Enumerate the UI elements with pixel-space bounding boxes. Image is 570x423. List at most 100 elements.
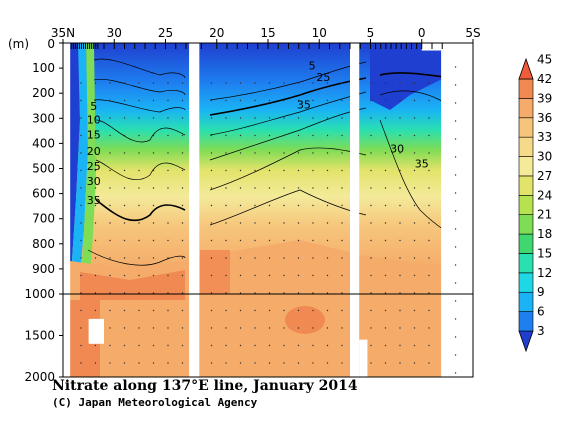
colorbar-high-arrow <box>518 57 534 80</box>
sample-dot <box>94 362 97 364</box>
sample-dot <box>384 117 387 119</box>
sample-dot <box>181 99 184 102</box>
front-green <box>80 43 96 294</box>
sample-dot <box>181 204 184 207</box>
sample-dot <box>80 117 82 119</box>
sample-dot <box>399 99 401 102</box>
sample-dot <box>123 117 126 119</box>
sample-dot <box>326 362 329 364</box>
sample-dot <box>268 134 271 137</box>
sample-dot <box>109 292 111 294</box>
x-tick-label: 25 <box>158 26 173 40</box>
sample-dot <box>384 309 387 312</box>
sample-dot <box>326 327 329 329</box>
sample-dot <box>283 204 285 207</box>
sample-dot <box>399 239 401 242</box>
contour-label: 10 <box>87 114 101 127</box>
sample-dot <box>167 99 169 102</box>
y-tick-label: 300 <box>32 111 55 125</box>
sample-dot <box>181 362 184 364</box>
sample-dot <box>123 362 126 364</box>
sample-dot <box>268 309 271 312</box>
sample-dot <box>283 134 285 137</box>
sample-dot <box>94 134 97 137</box>
sample-dot <box>428 292 430 294</box>
sample-dot <box>181 82 184 84</box>
sample-dot <box>370 292 372 294</box>
sample-dot <box>312 292 314 294</box>
sample-dot <box>225 152 227 154</box>
sample-dot <box>413 222 416 224</box>
sample-dot <box>454 174 457 176</box>
sample-dot <box>210 274 213 277</box>
sample-dot <box>268 362 271 364</box>
sample-dot <box>254 274 256 277</box>
sample-dot <box>109 344 111 347</box>
sample-dot <box>94 187 97 189</box>
sample-dot <box>152 344 155 347</box>
sample-dot <box>370 239 372 242</box>
colorbar-label: 15 <box>537 246 552 260</box>
sample-dot <box>428 152 430 154</box>
sample-dot <box>210 99 213 102</box>
contour-label: 35 <box>297 98 311 111</box>
sample-dot <box>454 66 457 68</box>
contour-label: 25 <box>87 160 101 173</box>
sample-dot <box>210 239 213 242</box>
sample-dot <box>399 169 401 172</box>
sample-dot <box>167 362 169 364</box>
sample-dot <box>268 257 271 259</box>
sample-dot <box>341 257 343 259</box>
sample-dot <box>399 187 401 189</box>
sample-dot <box>181 257 184 259</box>
colorbar-swatch <box>518 175 534 196</box>
sample-dot <box>268 187 271 189</box>
sample-dot <box>384 327 387 329</box>
sample-dot <box>312 99 314 102</box>
y-tick-label: 800 <box>32 237 55 251</box>
sample-dot <box>283 169 285 172</box>
sample-dot <box>225 169 227 172</box>
colorbar-swatch <box>518 195 534 215</box>
sample-dot <box>341 292 343 294</box>
colorbar-label: 9 <box>537 285 545 299</box>
sample-dot <box>384 344 387 347</box>
sample-dot <box>283 99 285 102</box>
y-axis-label: (m) <box>8 37 29 51</box>
sample-dot <box>268 239 271 242</box>
sample-dot <box>109 152 111 154</box>
sample-dot <box>254 99 256 102</box>
sample-dot <box>384 257 387 259</box>
sample-dot <box>312 187 314 189</box>
sample-dot <box>94 344 97 347</box>
sample-dot <box>268 274 271 277</box>
sample-dot <box>297 274 300 277</box>
sample-dot <box>312 169 314 172</box>
sample-dot <box>297 134 300 137</box>
sample-dot <box>341 344 343 347</box>
sample-dot <box>399 327 401 329</box>
contour-label: 30 <box>87 175 101 188</box>
sample-dot <box>399 309 401 312</box>
sample-dot <box>225 292 227 294</box>
sample-dot <box>341 152 343 154</box>
colorbar-low-arrow <box>518 330 534 353</box>
sample-dot <box>312 134 314 137</box>
sample-dot <box>225 99 227 102</box>
colorbar-label: 3 <box>537 324 545 338</box>
sample-dot <box>413 292 416 294</box>
sample-dot <box>413 82 416 84</box>
sample-dot <box>341 274 343 277</box>
missing-region <box>63 43 71 377</box>
sample-dot <box>384 99 387 102</box>
sample-dot <box>384 222 387 224</box>
colorbar-swatch <box>518 117 534 138</box>
sample-dot <box>152 99 155 102</box>
sample-dot <box>210 257 213 259</box>
sample-dot <box>138 204 140 207</box>
sample-dot <box>152 327 155 329</box>
sample-dot <box>239 327 242 329</box>
sample-dot <box>443 380 444 381</box>
contour-line <box>209 77 367 116</box>
sample-dot <box>109 82 111 84</box>
